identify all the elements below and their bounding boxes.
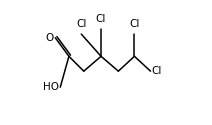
Text: Cl: Cl [96,14,106,24]
Text: HO: HO [43,82,59,92]
Text: Cl: Cl [152,66,162,76]
Text: O: O [46,33,54,43]
Text: Cl: Cl [129,19,140,29]
Text: Cl: Cl [76,19,86,29]
